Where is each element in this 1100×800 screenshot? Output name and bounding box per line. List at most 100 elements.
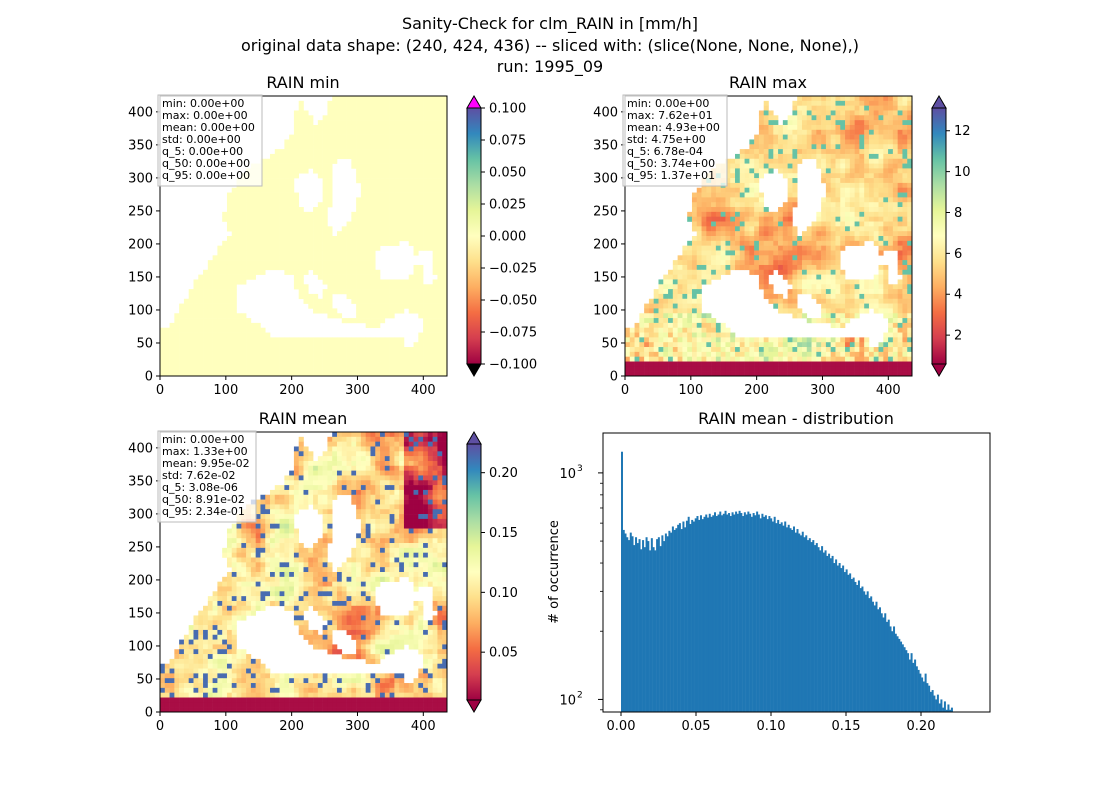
x-tick-label: 100: [213, 719, 238, 734]
histogram-bar: [757, 514, 760, 712]
histogram-bar: [707, 517, 709, 712]
histogram-bar: [680, 529, 683, 712]
x-tick-label: 200: [279, 383, 304, 398]
histogram-bar: [808, 538, 811, 712]
histogram-bar: [731, 512, 734, 712]
histogram-bar: [675, 528, 678, 712]
histogram-bar: [759, 518, 762, 712]
histogram-x-tick-label: 0.15: [832, 719, 861, 734]
histogram-bar: [863, 591, 866, 712]
histogram-bar: [742, 516, 745, 712]
histogram-bar: [894, 633, 897, 712]
histogram-bar: [947, 704, 950, 712]
stat-line: mean: 4.93e+00: [627, 121, 720, 134]
histogram-bar: [678, 523, 681, 712]
map-title-max: RAIN max: [729, 73, 807, 92]
colorbar-tick-label: −0.025: [489, 262, 537, 277]
histogram-bar: [928, 685, 931, 712]
colorbar-tick-label: 8: [954, 206, 962, 221]
stat-line: q_50: 0.00e+00: [162, 157, 250, 170]
histogram-bar: [750, 516, 753, 712]
y-tick-label: 350: [593, 138, 618, 153]
x-tick-label: 0: [156, 383, 164, 398]
y-tick-label: 250: [593, 204, 618, 219]
histogram-bar: [633, 545, 636, 712]
histogram-frame: [602, 432, 991, 713]
histogram-bar: [780, 522, 783, 712]
histogram-x-tick-label: 0.20: [907, 719, 936, 734]
histogram-y-tick-exponent: 2: [577, 690, 583, 700]
histogram-bar: [743, 512, 746, 712]
histogram-bar: [921, 677, 924, 712]
histogram-bar: [922, 681, 925, 712]
histogram-bar: [917, 669, 920, 712]
histogram-title: RAIN mean - distribution: [698, 409, 894, 428]
histogram-bar: [701, 519, 704, 712]
histogram-bar: [884, 613, 887, 712]
histogram-bar: [805, 535, 808, 712]
histogram-bar: [907, 653, 910, 712]
y-tick-label: 300: [593, 171, 618, 186]
colorbar-tick-label: 0.025: [489, 198, 526, 213]
histogram-bar: [914, 659, 917, 712]
colorbar-extend-bottom: [466, 699, 482, 713]
histogram-bar: [724, 510, 727, 712]
histogram-bar: [791, 529, 794, 712]
stat-line: mean: 9.95e-02: [162, 457, 250, 470]
land-layer-max: [625, 96, 913, 377]
histogram-bar: [859, 588, 862, 712]
map-panel-mean: RAIN mean 0 100 200 300 400 0 50 100 150 200 250 30…: [128, 409, 518, 734]
histogram-bar: [840, 568, 843, 712]
histogram-bar: [908, 659, 911, 712]
colorbar-tick-label: 0.000: [489, 230, 526, 245]
histogram-bar: [861, 586, 864, 712]
map-axes-max: 0 100 200 300 400 0 50 100 150 200 250 300 350 400: [593, 105, 901, 398]
y-tick-label: 250: [128, 540, 153, 555]
histogram-bar: [721, 515, 724, 712]
colorbar-bar-min: [466, 107, 482, 365]
histogram-bar: [657, 537, 660, 712]
histogram-bar: [950, 707, 953, 712]
histogram-bar: [705, 514, 708, 712]
histogram-panel: RAIN mean - distribution 0.00 0.05 0.10 0.1…: [547, 409, 991, 734]
histogram-bar: [871, 601, 874, 712]
histogram-bar: [919, 673, 922, 712]
histogram-y-tick-label: 10: [559, 693, 576, 708]
histogram-bar: [798, 533, 801, 712]
stats-box-min: min: 0.00e+00 max: 0.00e+00 mean: 0.00e+…: [157, 94, 263, 187]
histogram-bar: [850, 579, 853, 712]
histogram-bar: [726, 514, 729, 712]
histogram-bar: [636, 543, 639, 712]
histogram-bar: [787, 524, 790, 712]
histogram-bar: [664, 533, 667, 712]
histogram-bar: [775, 523, 778, 712]
colorbar-tick-label: −0.050: [489, 294, 537, 309]
histogram-bar: [696, 516, 699, 712]
histogram-bar: [754, 515, 757, 712]
histogram-bar: [694, 518, 697, 712]
histogram-bar: [905, 650, 908, 712]
colorbar-tick-label: 0.20: [489, 466, 518, 481]
histogram-bar: [931, 690, 934, 712]
histogram-bar: [915, 666, 918, 712]
histogram-bar: [659, 546, 662, 712]
x-tick-label: 400: [876, 383, 901, 398]
colorbar-tick-label: 0.15: [489, 526, 518, 541]
histogram-bar: [900, 641, 903, 712]
colorbar-tick-label: 0.050: [489, 166, 526, 181]
y-tick-label: 100: [128, 639, 153, 654]
histogram-bar: [656, 539, 659, 712]
histogram-bar: [924, 673, 927, 712]
histogram-bar: [631, 536, 634, 712]
histogram-bar: [812, 540, 815, 712]
histogram-bar: [826, 555, 829, 712]
y-tick-label: 50: [136, 336, 153, 351]
histogram-bar: [749, 513, 752, 712]
map-axes-mean: 0 100 200 300 400 0 50 100 150 200 250 300 350 400: [128, 441, 436, 734]
colorbar-tick-label: 2: [954, 329, 962, 344]
histogram-bar: [708, 513, 711, 712]
histogram-bar: [833, 563, 836, 712]
y-tick-label: 100: [128, 303, 153, 318]
histogram-bar: [784, 521, 787, 712]
histogram-bar: [670, 532, 673, 712]
